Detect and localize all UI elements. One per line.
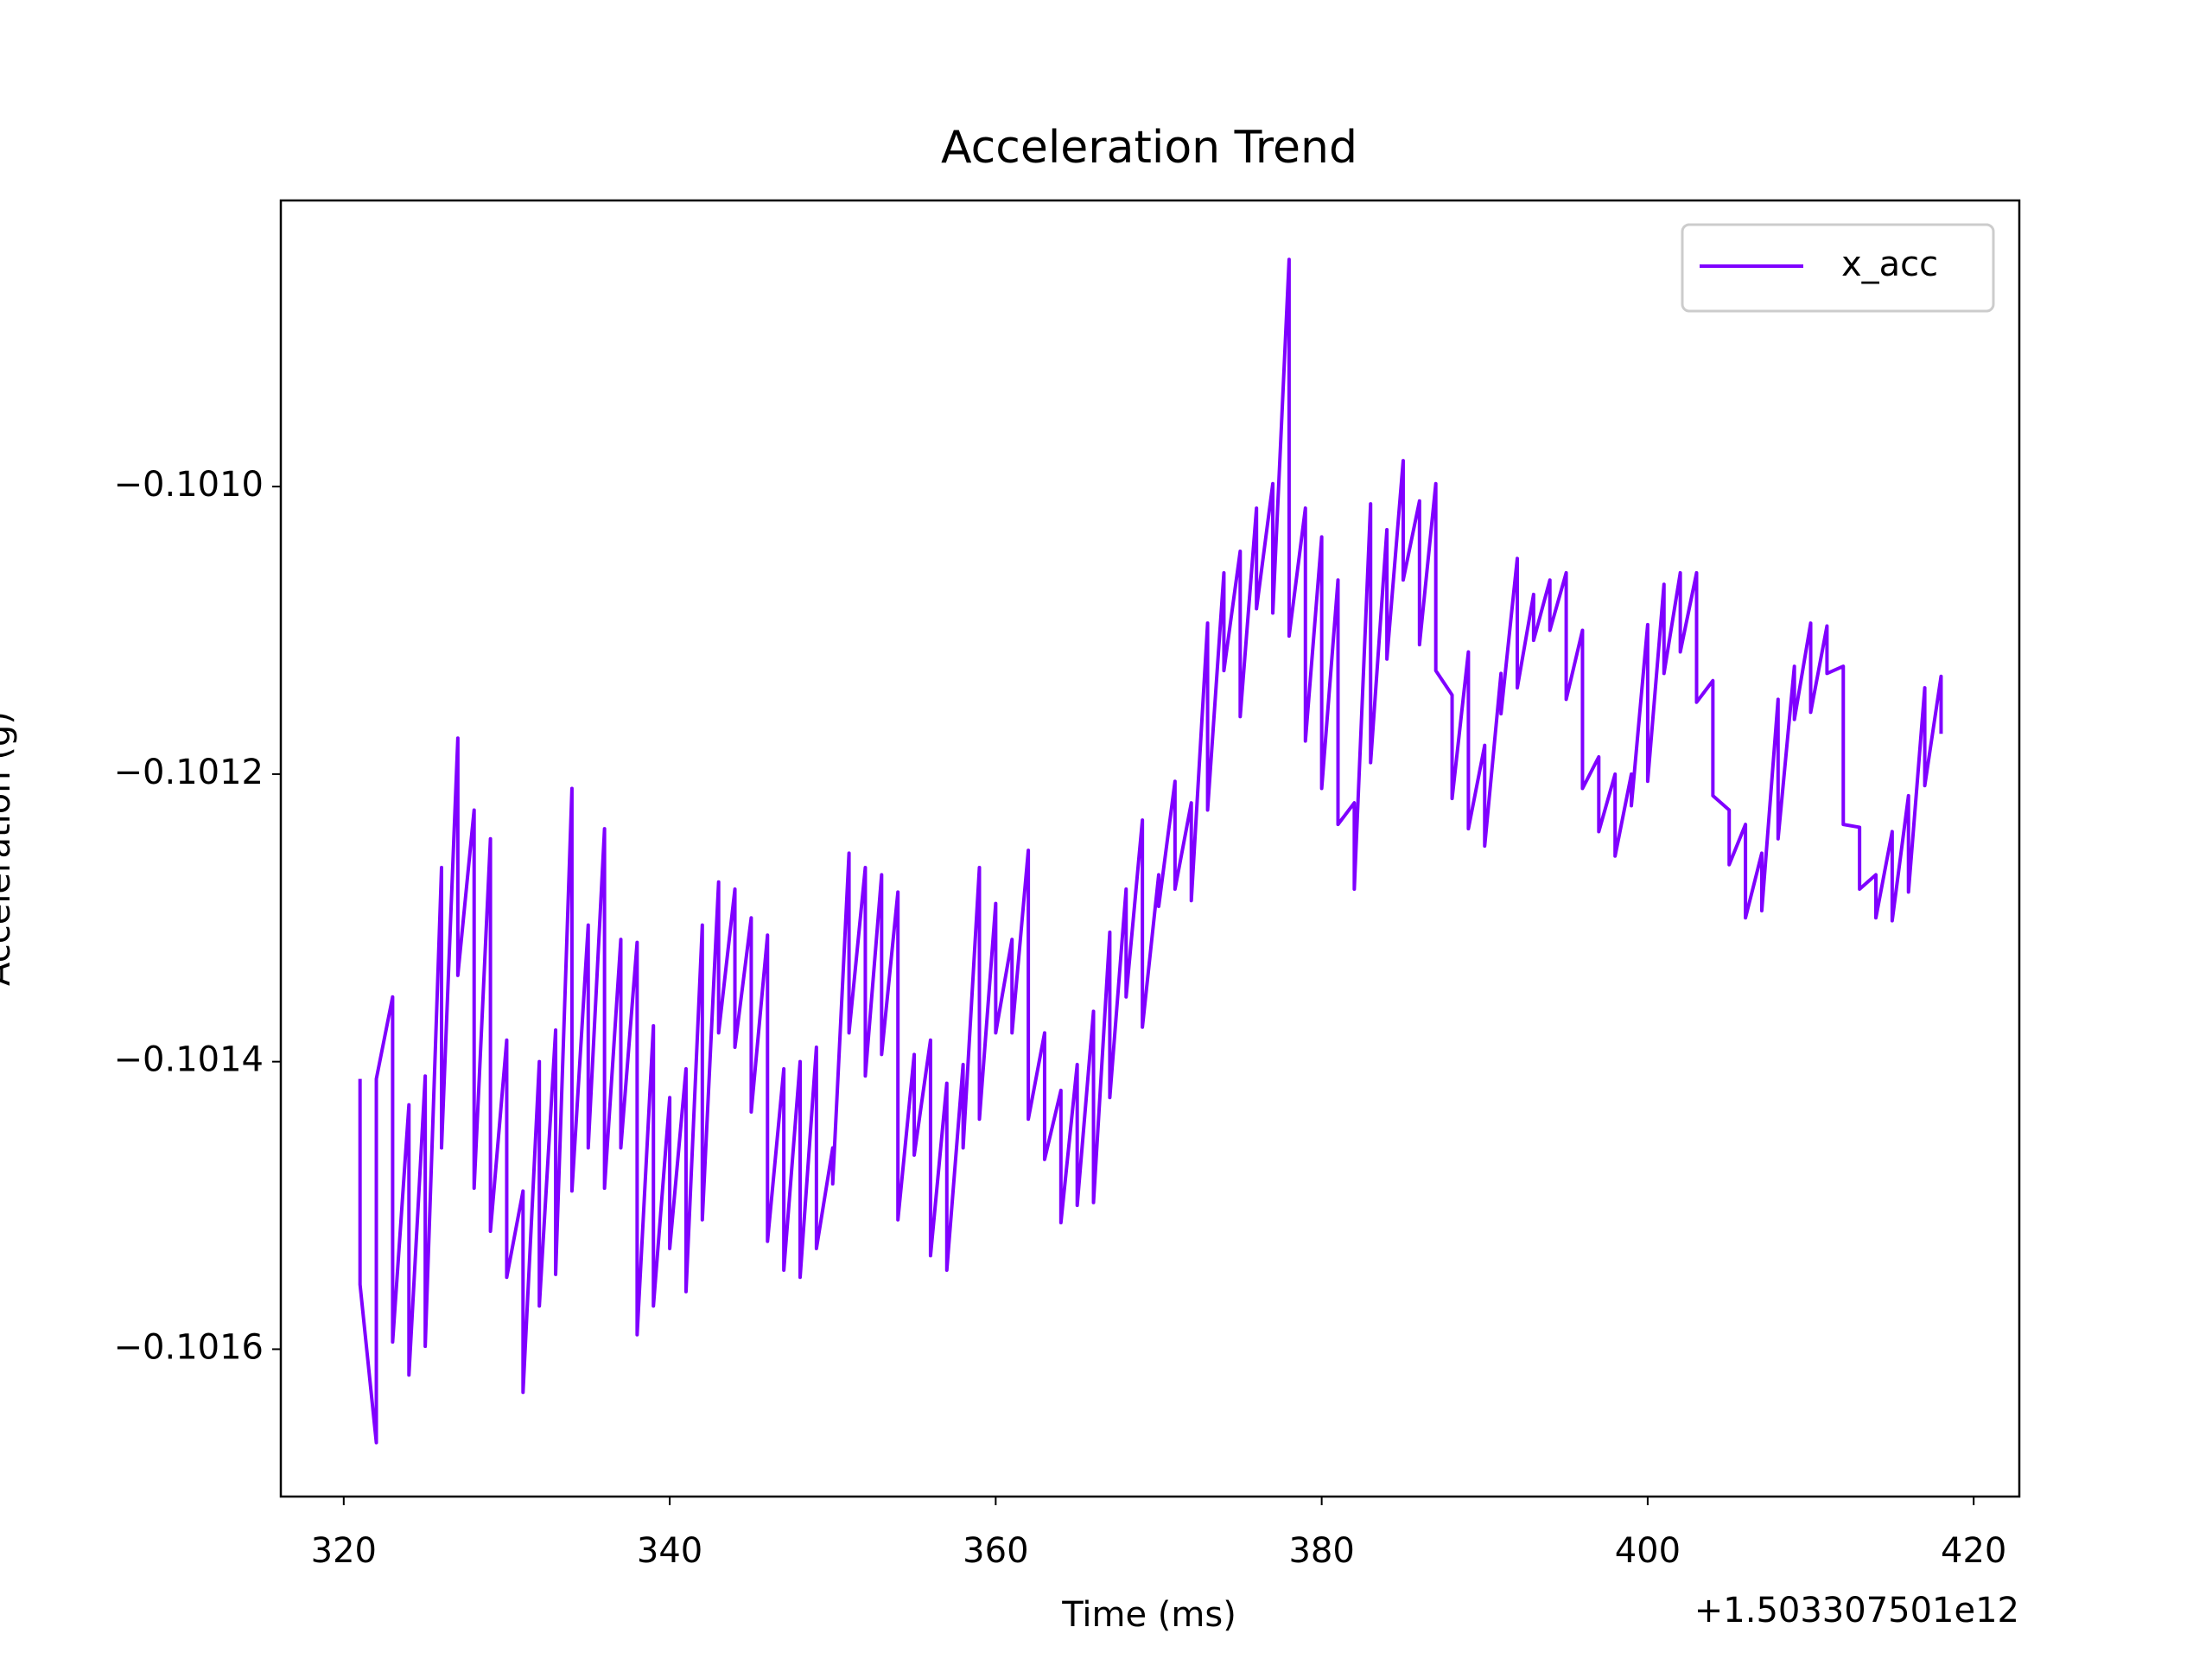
legend-box (1681, 223, 1995, 313)
x-tick-label: 420 (1941, 1531, 2006, 1571)
y-tick-label: −0.1010 (114, 465, 264, 505)
axes-frame (279, 199, 2021, 1498)
x-tick-label: 320 (311, 1531, 377, 1571)
chart-title: Acceleration Trend (941, 122, 1357, 174)
y-tick-label: −0.1014 (114, 1040, 264, 1080)
x-tick-label: 360 (963, 1531, 1028, 1571)
x-tick-label: 380 (1288, 1531, 1354, 1571)
legend-label: x_acc (1841, 245, 1938, 284)
y-axis-label: Acceleration (g) (0, 711, 18, 986)
x-axis-label: Time (ms) (1061, 1595, 1236, 1635)
x-tick-label: 400 (1615, 1531, 1681, 1571)
data-line (358, 257, 1943, 1445)
x-offset-label: +1.503307501e12 (1694, 1591, 2019, 1630)
x-tick-label: 340 (637, 1531, 702, 1571)
y-tick-label: −0.1012 (114, 753, 264, 792)
y-tick-label: −0.1016 (114, 1327, 264, 1367)
